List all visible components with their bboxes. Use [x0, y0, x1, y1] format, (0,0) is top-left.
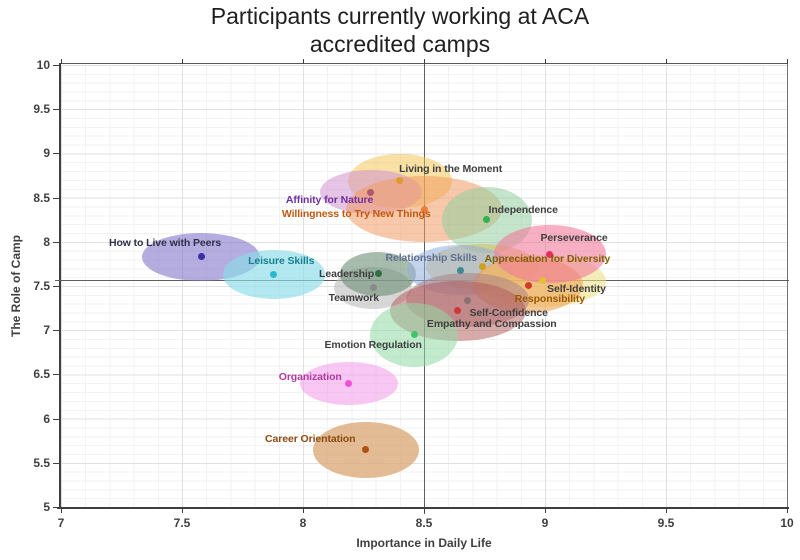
- plot-border-right: [787, 63, 788, 508]
- y-tick-mark: [53, 507, 59, 508]
- x-tick-label: 10: [780, 516, 794, 530]
- x-tick-mark: [424, 507, 425, 513]
- label-relationship-skills: Relationship Skills: [385, 251, 478, 264]
- x-top-tick-mark: [61, 59, 62, 64]
- y-tick-mark: [53, 374, 59, 376]
- label-appreciation-for-diversity: Appreciation for Diversity: [484, 252, 611, 265]
- y-tick-mark: [53, 286, 59, 287]
- x-top-tick-mark: [182, 59, 183, 64]
- point-leisure-skills: [270, 271, 278, 278]
- point-career-orientation: [362, 446, 370, 454]
- y-tick-mark: [53, 330, 59, 332]
- label-responsibility: Responsibility: [514, 293, 586, 306]
- y-tick-mark: [53, 65, 59, 66]
- point-self-confidence: [464, 296, 472, 304]
- y-tick-label: 6: [43, 411, 50, 426]
- label-independence: Independence: [488, 203, 559, 216]
- point-affinity-for-nature: [367, 188, 375, 196]
- x-tick-mark: [545, 507, 546, 513]
- y-tick-label: 8.5: [33, 190, 50, 205]
- x-top-tick-mark: [545, 59, 546, 64]
- point-perseverance: [546, 250, 554, 258]
- x-tick-mark: [303, 507, 304, 513]
- y-tick-mark: [53, 462, 59, 464]
- x-tick-mark: [787, 507, 788, 513]
- x-tick-mark: [666, 507, 667, 513]
- x-tick-label: 9: [541, 516, 549, 530]
- x-tick-label: 7: [57, 516, 65, 530]
- point-emotion-regulation: [410, 331, 418, 339]
- x-axis-title: Importance in Daily Life: [356, 536, 492, 550]
- point-living-in-the-moment: [396, 177, 404, 185]
- y-tick-mark: [53, 197, 59, 199]
- label-emotion-regulation: Emotion Regulation: [324, 339, 422, 352]
- y-tick-mark: [53, 418, 59, 420]
- label-leisure-skills: Leisure Skills: [248, 255, 315, 268]
- point-how-to-live-with-peers: [197, 253, 205, 261]
- chart-title-line1: Participants currently working at ACA: [210, 3, 590, 29]
- label-teamwork: Teamwork: [328, 292, 379, 305]
- y-tick-label: 8: [43, 234, 50, 249]
- x-top-tick-mark: [787, 59, 788, 64]
- label-self-confidence: Self-Confidence: [469, 306, 548, 319]
- y-tick-mark: [53, 153, 59, 155]
- point-appreciation-for-diversity: [478, 263, 486, 271]
- point-organization: [345, 379, 353, 387]
- label-how-to-live-with-peers: How to Live with Peers: [108, 236, 222, 249]
- y-tick-label: 6.5: [33, 367, 50, 382]
- label-living-in-the-moment: Living in the Moment: [399, 163, 503, 176]
- label-perseverance: Perseverance: [540, 232, 608, 245]
- y-axis-line: [59, 63, 61, 509]
- label-leadership: Leadership: [319, 267, 375, 280]
- point-empathy-and-compassion: [454, 307, 462, 315]
- x-tick-mark: [182, 507, 183, 513]
- label-affinity-for-nature: Affinity for Nature: [285, 194, 374, 207]
- x-top-tick-mark: [424, 59, 425, 64]
- point-willingness-to-try-new-things: [420, 205, 428, 213]
- label-career-orientation: Career Orientation: [265, 432, 356, 445]
- x-tick-mark: [61, 507, 62, 513]
- point-self-identity: [539, 277, 547, 285]
- label-organization: Organization: [278, 371, 342, 384]
- y-tick-label: 5: [43, 500, 50, 514]
- x-tick-label: 7.5: [173, 516, 191, 530]
- x-tick-label: 8.5: [415, 516, 433, 530]
- y-tick-label: 5.5: [33, 455, 50, 470]
- label-willingness-to-try-new-things: Willingness to Try New Things: [281, 207, 431, 220]
- plot-border-top: [59, 63, 788, 64]
- y-tick-mark: [53, 241, 59, 243]
- y-tick-mark: [53, 109, 59, 111]
- point-relationship-skills: [456, 266, 464, 274]
- y-tick-label: 10: [36, 58, 50, 72]
- chart-title: Participants currently working at ACA ac…: [0, 2, 800, 58]
- point-independence: [483, 216, 491, 224]
- x-axis-line: [57, 507, 789, 509]
- x-tick-label: 9.5: [657, 516, 675, 530]
- y-tick-label: 7.5: [33, 279, 50, 293]
- y-tick-label: 9: [43, 146, 50, 161]
- x-top-tick-mark: [666, 59, 667, 64]
- y-tick-label: 7: [43, 323, 50, 338]
- y-tick-label: 9.5: [33, 102, 50, 117]
- point-responsibility: [524, 281, 532, 289]
- chart-title-line2: accredited camps: [309, 31, 491, 57]
- point-teamwork: [369, 284, 377, 292]
- point-leadership: [374, 270, 382, 278]
- label-self-identity: Self-Identity: [547, 282, 606, 295]
- x-top-tick-mark: [303, 59, 304, 64]
- label-empathy-and-compassion: Empathy and Compassion: [426, 318, 557, 330]
- x-tick-label: 8: [299, 516, 307, 530]
- y-axis-title: The Role of Camp: [9, 235, 23, 338]
